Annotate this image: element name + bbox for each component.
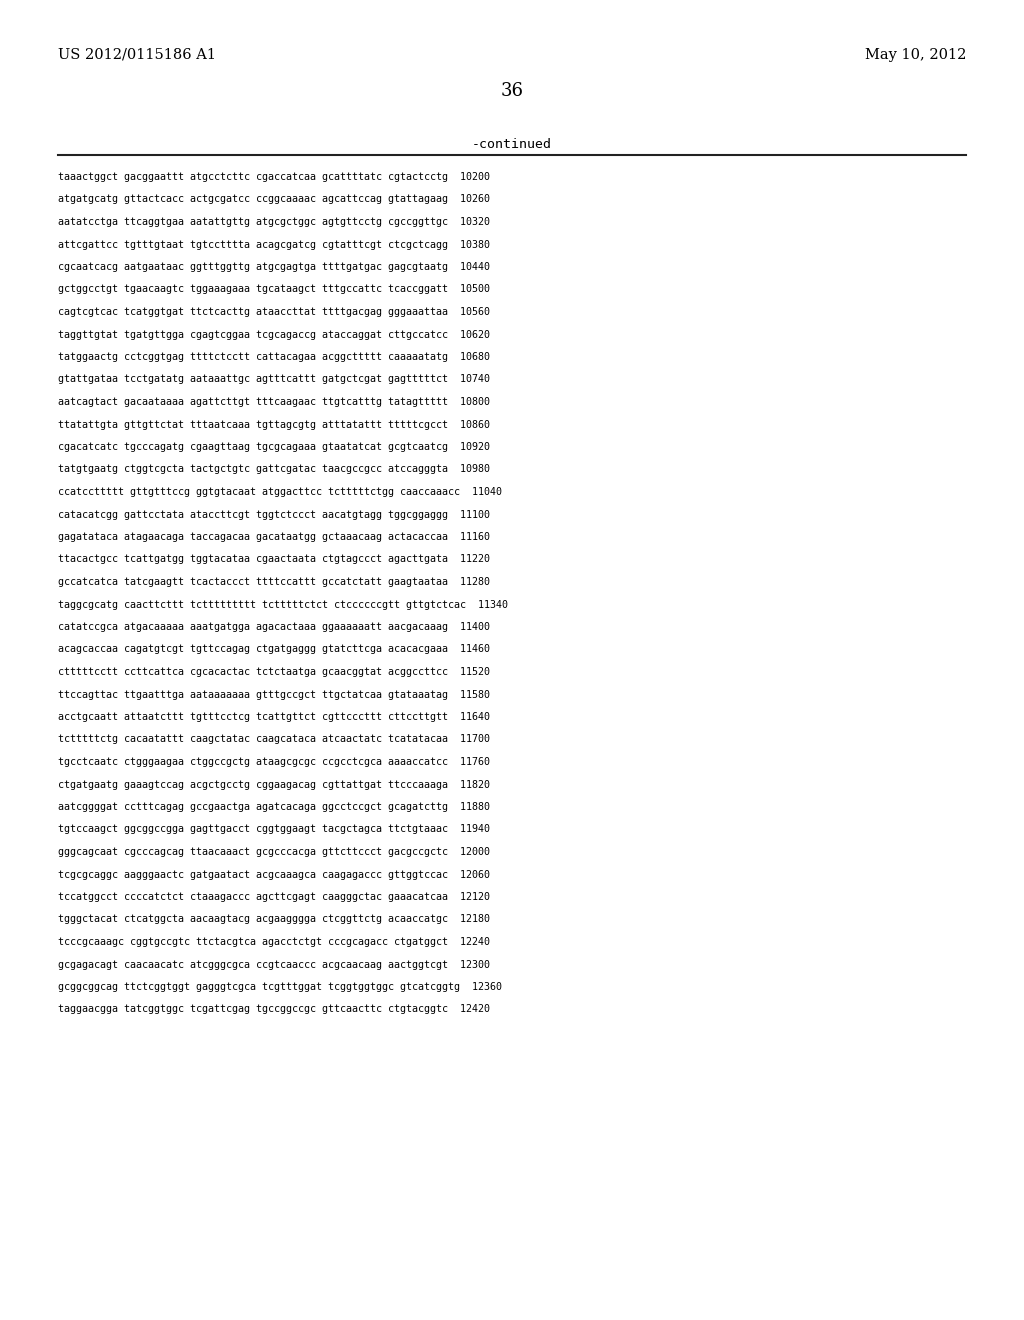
Text: gggcagcaat cgcccagcag ttaacaaact gcgcccacga gttcttccct gacgccgctc  12000: gggcagcaat cgcccagcag ttaacaaact gcgccca… (58, 847, 490, 857)
Text: ttccagttac ttgaatttga aataaaaaaa gtttgccgct ttgctatcaa gtataaatag  11580: ttccagttac ttgaatttga aataaaaaaa gtttgcc… (58, 689, 490, 700)
Text: taaactggct gacggaattt atgcctcttc cgaccatcaa gcattttatc cgtactcctg  10200: taaactggct gacggaattt atgcctcttc cgaccat… (58, 172, 490, 182)
Text: gctggcctgt tgaacaagtc tggaaagaaa tgcataagct tttgccattc tcaccggatt  10500: gctggcctgt tgaacaagtc tggaaagaaa tgcataa… (58, 285, 490, 294)
Text: taggaacgga tatcggtggc tcgattcgag tgccggccgc gttcaacttc ctgtacggtc  12420: taggaacgga tatcggtggc tcgattcgag tgccggc… (58, 1005, 490, 1015)
Text: tatgtgaatg ctggtcgcta tactgctgtc gattcgatac taacgccgcc atccagggta  10980: tatgtgaatg ctggtcgcta tactgctgtc gattcga… (58, 465, 490, 474)
Text: aatatcctga ttcaggtgaa aatattgttg atgcgctggc agtgttcctg cgccggttgc  10320: aatatcctga ttcaggtgaa aatattgttg atgcgct… (58, 216, 490, 227)
Text: catacatcgg gattcctata ataccttcgt tggtctccct aacatgtagg tggcggaggg  11100: catacatcgg gattcctata ataccttcgt tggtctc… (58, 510, 490, 520)
Text: ttatattgta gttgttctat tttaatcaaa tgttagcgtg atttatattt tttttcgcct  10860: ttatattgta gttgttctat tttaatcaaa tgttagc… (58, 420, 490, 429)
Text: gagatataca atagaacaga taccagacaa gacataatgg gctaaacaag actacaccaa  11160: gagatataca atagaacaga taccagacaa gacataa… (58, 532, 490, 543)
Text: cagtcgtcac tcatggtgat ttctcacttg ataaccttat ttttgacgag gggaaattaa  10560: cagtcgtcac tcatggtgat ttctcacttg ataacct… (58, 308, 490, 317)
Text: May 10, 2012: May 10, 2012 (864, 48, 966, 62)
Text: aatcggggat cctttcagag gccgaactga agatcacaga ggcctccgct gcagatcttg  11880: aatcggggat cctttcagag gccgaactga agatcac… (58, 803, 490, 812)
Text: cgacatcatc tgcccagatg cgaagttaag tgcgcagaaa gtaatatcat gcgtcaatcg  10920: cgacatcatc tgcccagatg cgaagttaag tgcgcag… (58, 442, 490, 451)
Text: ttacactgcc tcattgatgg tggtacataa cgaactaata ctgtagccct agacttgata  11220: ttacactgcc tcattgatgg tggtacataa cgaacta… (58, 554, 490, 565)
Text: acagcaccaa cagatgtcgt tgttccagag ctgatgaggg gtatcttcga acacacgaaa  11460: acagcaccaa cagatgtcgt tgttccagag ctgatga… (58, 644, 490, 655)
Text: cgcaatcacg aatgaataac ggtttggttg atgcgagtga ttttgatgac gagcgtaatg  10440: cgcaatcacg aatgaataac ggtttggttg atgcgag… (58, 261, 490, 272)
Text: tgcctcaatc ctgggaagaa ctggccgctg ataagcgcgc ccgcctcgca aaaaccatcc  11760: tgcctcaatc ctgggaagaa ctggccgctg ataagcg… (58, 756, 490, 767)
Text: gtattgataa tcctgatatg aataaattgc agtttcattt gatgctcgat gagtttttct  10740: gtattgataa tcctgatatg aataaattgc agtttca… (58, 375, 490, 384)
Text: ccatccttttt gttgtttccg ggtgtacaat atggacttcc tctttttctgg caaccaaacc  11040: ccatccttttt gttgtttccg ggtgtacaat atggac… (58, 487, 502, 498)
Text: tgggctacat ctcatggcta aacaagtacg acgaagggga ctcggttctg acaaccatgc  12180: tgggctacat ctcatggcta aacaagtacg acgaagg… (58, 915, 490, 924)
Text: gcgagacagt caacaacatc atcgggcgca ccgtcaaccc acgcaacaag aactggtcgt  12300: gcgagacagt caacaacatc atcgggcgca ccgtcaa… (58, 960, 490, 969)
Text: tcccgcaaagc cggtgccgtc ttctacgtca agacctctgt cccgcagacc ctgatggct  12240: tcccgcaaagc cggtgccgtc ttctacgtca agacct… (58, 937, 490, 946)
Text: taggttgtat tgatgttgga cgagtcggaa tcgcagaccg ataccaggat cttgccatcc  10620: taggttgtat tgatgttgga cgagtcggaa tcgcaga… (58, 330, 490, 339)
Text: attcgattcc tgtttgtaat tgtcctttta acagcgatcg cgtatttcgt ctcgctcagg  10380: attcgattcc tgtttgtaat tgtcctttta acagcga… (58, 239, 490, 249)
Text: ctttttcctt ccttcattca cgcacactac tctctaatga gcaacggtat acggccttcc  11520: ctttttcctt ccttcattca cgcacactac tctctaa… (58, 667, 490, 677)
Text: aatcagtact gacaataaaa agattcttgt tttcaagaac ttgtcatttg tatagttttt  10800: aatcagtact gacaataaaa agattcttgt tttcaag… (58, 397, 490, 407)
Text: catatccgca atgacaaaaa aaatgatgga agacactaaa ggaaaaaatt aacgacaaag  11400: catatccgca atgacaaaaa aaatgatgga agacact… (58, 622, 490, 632)
Text: atgatgcatg gttactcacc actgcgatcc ccggcaaaac agcattccag gtattagaag  10260: atgatgcatg gttactcacc actgcgatcc ccggcaa… (58, 194, 490, 205)
Text: -continued: -continued (472, 139, 552, 150)
Text: taggcgcatg caacttcttt tcttttttttt tctttttctct ctccccccgtt gttgtctcac  11340: taggcgcatg caacttcttt tcttttttttt tctttt… (58, 599, 508, 610)
Text: tgtccaagct ggcggccgga gagttgacct cggtggaagt tacgctagca ttctgtaaac  11940: tgtccaagct ggcggccgga gagttgacct cggtgga… (58, 825, 490, 834)
Text: tatggaactg cctcggtgag ttttctcctt cattacagaa acggcttttt caaaaatatg  10680: tatggaactg cctcggtgag ttttctcctt cattaca… (58, 352, 490, 362)
Text: tctttttctg cacaatattt caagctatac caagcataca atcaactatc tcatatacaa  11700: tctttttctg cacaatattt caagctatac caagcat… (58, 734, 490, 744)
Text: US 2012/0115186 A1: US 2012/0115186 A1 (58, 48, 216, 62)
Text: tccatggcct ccccatctct ctaaagaccc agcttcgagt caagggctac gaaacatcaa  12120: tccatggcct ccccatctct ctaaagaccc agcttcg… (58, 892, 490, 902)
Text: 36: 36 (501, 82, 523, 100)
Text: acctgcaatt attaatcttt tgtttcctcg tcattgttct cgttcccttt cttccttgtt  11640: acctgcaatt attaatcttt tgtttcctcg tcattgt… (58, 711, 490, 722)
Text: gccatcatca tatcgaagtt tcactaccct ttttccattt gccatctatt gaagtaataa  11280: gccatcatca tatcgaagtt tcactaccct ttttcca… (58, 577, 490, 587)
Text: ctgatgaatg gaaagtccag acgctgcctg cggaagacag cgttattgat ttcccaaaga  11820: ctgatgaatg gaaagtccag acgctgcctg cggaaga… (58, 780, 490, 789)
Text: tcgcgcaggc aagggaactc gatgaatact acgcaaagca caagagaccc gttggtccac  12060: tcgcgcaggc aagggaactc gatgaatact acgcaaa… (58, 870, 490, 879)
Text: gcggcggcag ttctcggtggt gagggtcgca tcgtttggat tcggtggtggc gtcatcggtg  12360: gcggcggcag ttctcggtggt gagggtcgca tcgttt… (58, 982, 502, 993)
